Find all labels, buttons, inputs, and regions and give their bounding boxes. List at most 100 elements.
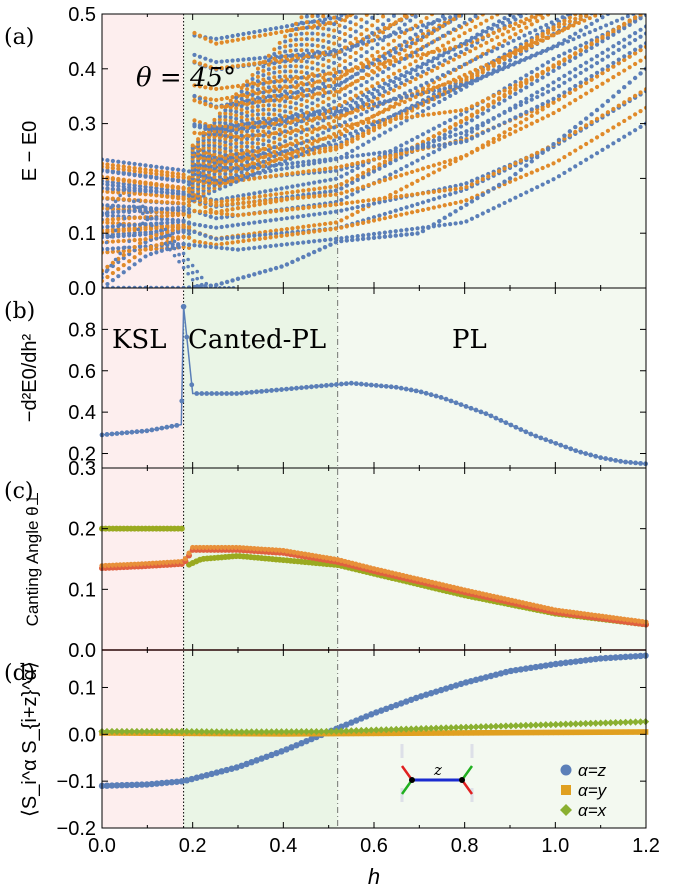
spectrum-point <box>317 222 322 227</box>
spectrum-point <box>284 190 290 195</box>
spectrum-point <box>453 221 458 226</box>
spectrum-point <box>266 80 271 85</box>
spectrum-point <box>370 30 375 35</box>
gap-point <box>420 228 426 234</box>
spectrum-point <box>290 23 295 28</box>
spectrum-point <box>277 132 282 137</box>
spectrum-point <box>513 54 518 60</box>
spectrum-point <box>595 7 599 11</box>
spectrum-point <box>217 186 222 191</box>
spectrum-point <box>154 192 159 198</box>
spectrum-point <box>328 210 333 215</box>
spectrum-point <box>304 121 309 126</box>
spectrum-point <box>234 144 239 149</box>
spectrum-point <box>589 73 594 79</box>
spectrum-point <box>462 62 467 67</box>
spectrum-point <box>453 140 458 146</box>
spectrum-point <box>234 179 239 184</box>
spectrum-point <box>556 77 562 82</box>
correlation-point <box>343 721 350 728</box>
spectrum-point <box>159 186 164 192</box>
spectrum-point <box>478 43 483 48</box>
spectrum-point <box>370 23 375 28</box>
spectrum-point <box>598 25 603 30</box>
spectrum-point <box>408 97 413 102</box>
spectrum-point <box>326 65 331 70</box>
spectrum-point <box>223 168 228 173</box>
spectrum-point <box>230 223 235 228</box>
gap-point <box>518 167 524 173</box>
spectrum-point <box>170 225 175 230</box>
gap-point <box>366 236 371 241</box>
spectrum-point <box>491 136 496 142</box>
spectrum-point <box>495 35 500 40</box>
spectrum-point <box>116 259 121 265</box>
spectrum-point <box>116 232 121 237</box>
spectrum-point <box>600 35 605 40</box>
spectrum-point <box>192 243 197 248</box>
spectrum-point <box>252 199 257 204</box>
second-derivative-point <box>403 386 409 392</box>
spectrum-point <box>105 274 110 280</box>
spectrum-point <box>306 169 311 174</box>
spectrum-point <box>545 83 551 88</box>
second-derivative-point <box>408 387 414 393</box>
spectrum-point <box>326 109 331 114</box>
spectrum-point <box>105 206 110 211</box>
spectrum-point <box>306 230 311 235</box>
spectrum-point <box>272 75 277 80</box>
spectrum-point <box>268 31 273 36</box>
spectrum-point <box>495 14 500 17</box>
spectrum-point <box>322 237 328 243</box>
spectrum-point <box>391 113 396 118</box>
spectrum-point <box>159 183 164 188</box>
spectrum-point <box>250 157 255 162</box>
spectrum-point <box>337 69 342 74</box>
spectrum-point <box>261 125 266 130</box>
spectrum-point <box>241 238 246 244</box>
spectrum-point <box>250 116 255 121</box>
spectrum-point <box>355 209 360 215</box>
spectrum-point <box>348 82 353 87</box>
spectrum-point <box>332 80 337 85</box>
spectrum-point <box>386 66 391 71</box>
spectrum-point <box>502 61 507 66</box>
spectrum-point <box>250 140 255 145</box>
gap-point <box>464 202 469 207</box>
spectrum-point <box>464 47 469 52</box>
spectrum-point <box>217 117 222 122</box>
spectrum-point <box>105 189 110 194</box>
spectrum-point <box>348 96 353 101</box>
gap-point <box>170 285 175 288</box>
spectrum-point <box>486 103 491 109</box>
spectrum-point <box>426 66 431 72</box>
spectrum-point <box>409 93 415 98</box>
spectrum-point <box>637 10 641 14</box>
spectrum-point <box>245 171 250 176</box>
spectrum-point <box>181 258 186 263</box>
spectrum-point <box>466 14 467 15</box>
spectrum-point <box>272 52 277 57</box>
gap-point <box>127 285 132 288</box>
spectrum-point <box>475 114 480 120</box>
spectrum-point <box>283 149 288 154</box>
spectrum-point <box>257 194 262 199</box>
spectrum-point <box>551 64 556 70</box>
spectrum-point <box>605 78 611 83</box>
spectrum-point <box>339 225 344 230</box>
spectrum-point <box>355 160 360 166</box>
spectrum-point <box>415 168 420 173</box>
spectrum-point <box>143 163 148 168</box>
gap-point <box>540 150 545 155</box>
spectrum-point <box>295 189 300 194</box>
spectrum-point <box>272 126 277 131</box>
spectrum-point <box>409 169 415 175</box>
spectrum-point <box>350 168 355 173</box>
spectrum-point <box>562 38 567 43</box>
spectrum-point <box>643 44 646 49</box>
spectrum-point <box>212 129 217 134</box>
spectrum-point <box>223 149 228 154</box>
spectrum-point <box>304 25 309 30</box>
spectrum-point <box>290 241 295 246</box>
spectrum-point <box>605 47 611 52</box>
